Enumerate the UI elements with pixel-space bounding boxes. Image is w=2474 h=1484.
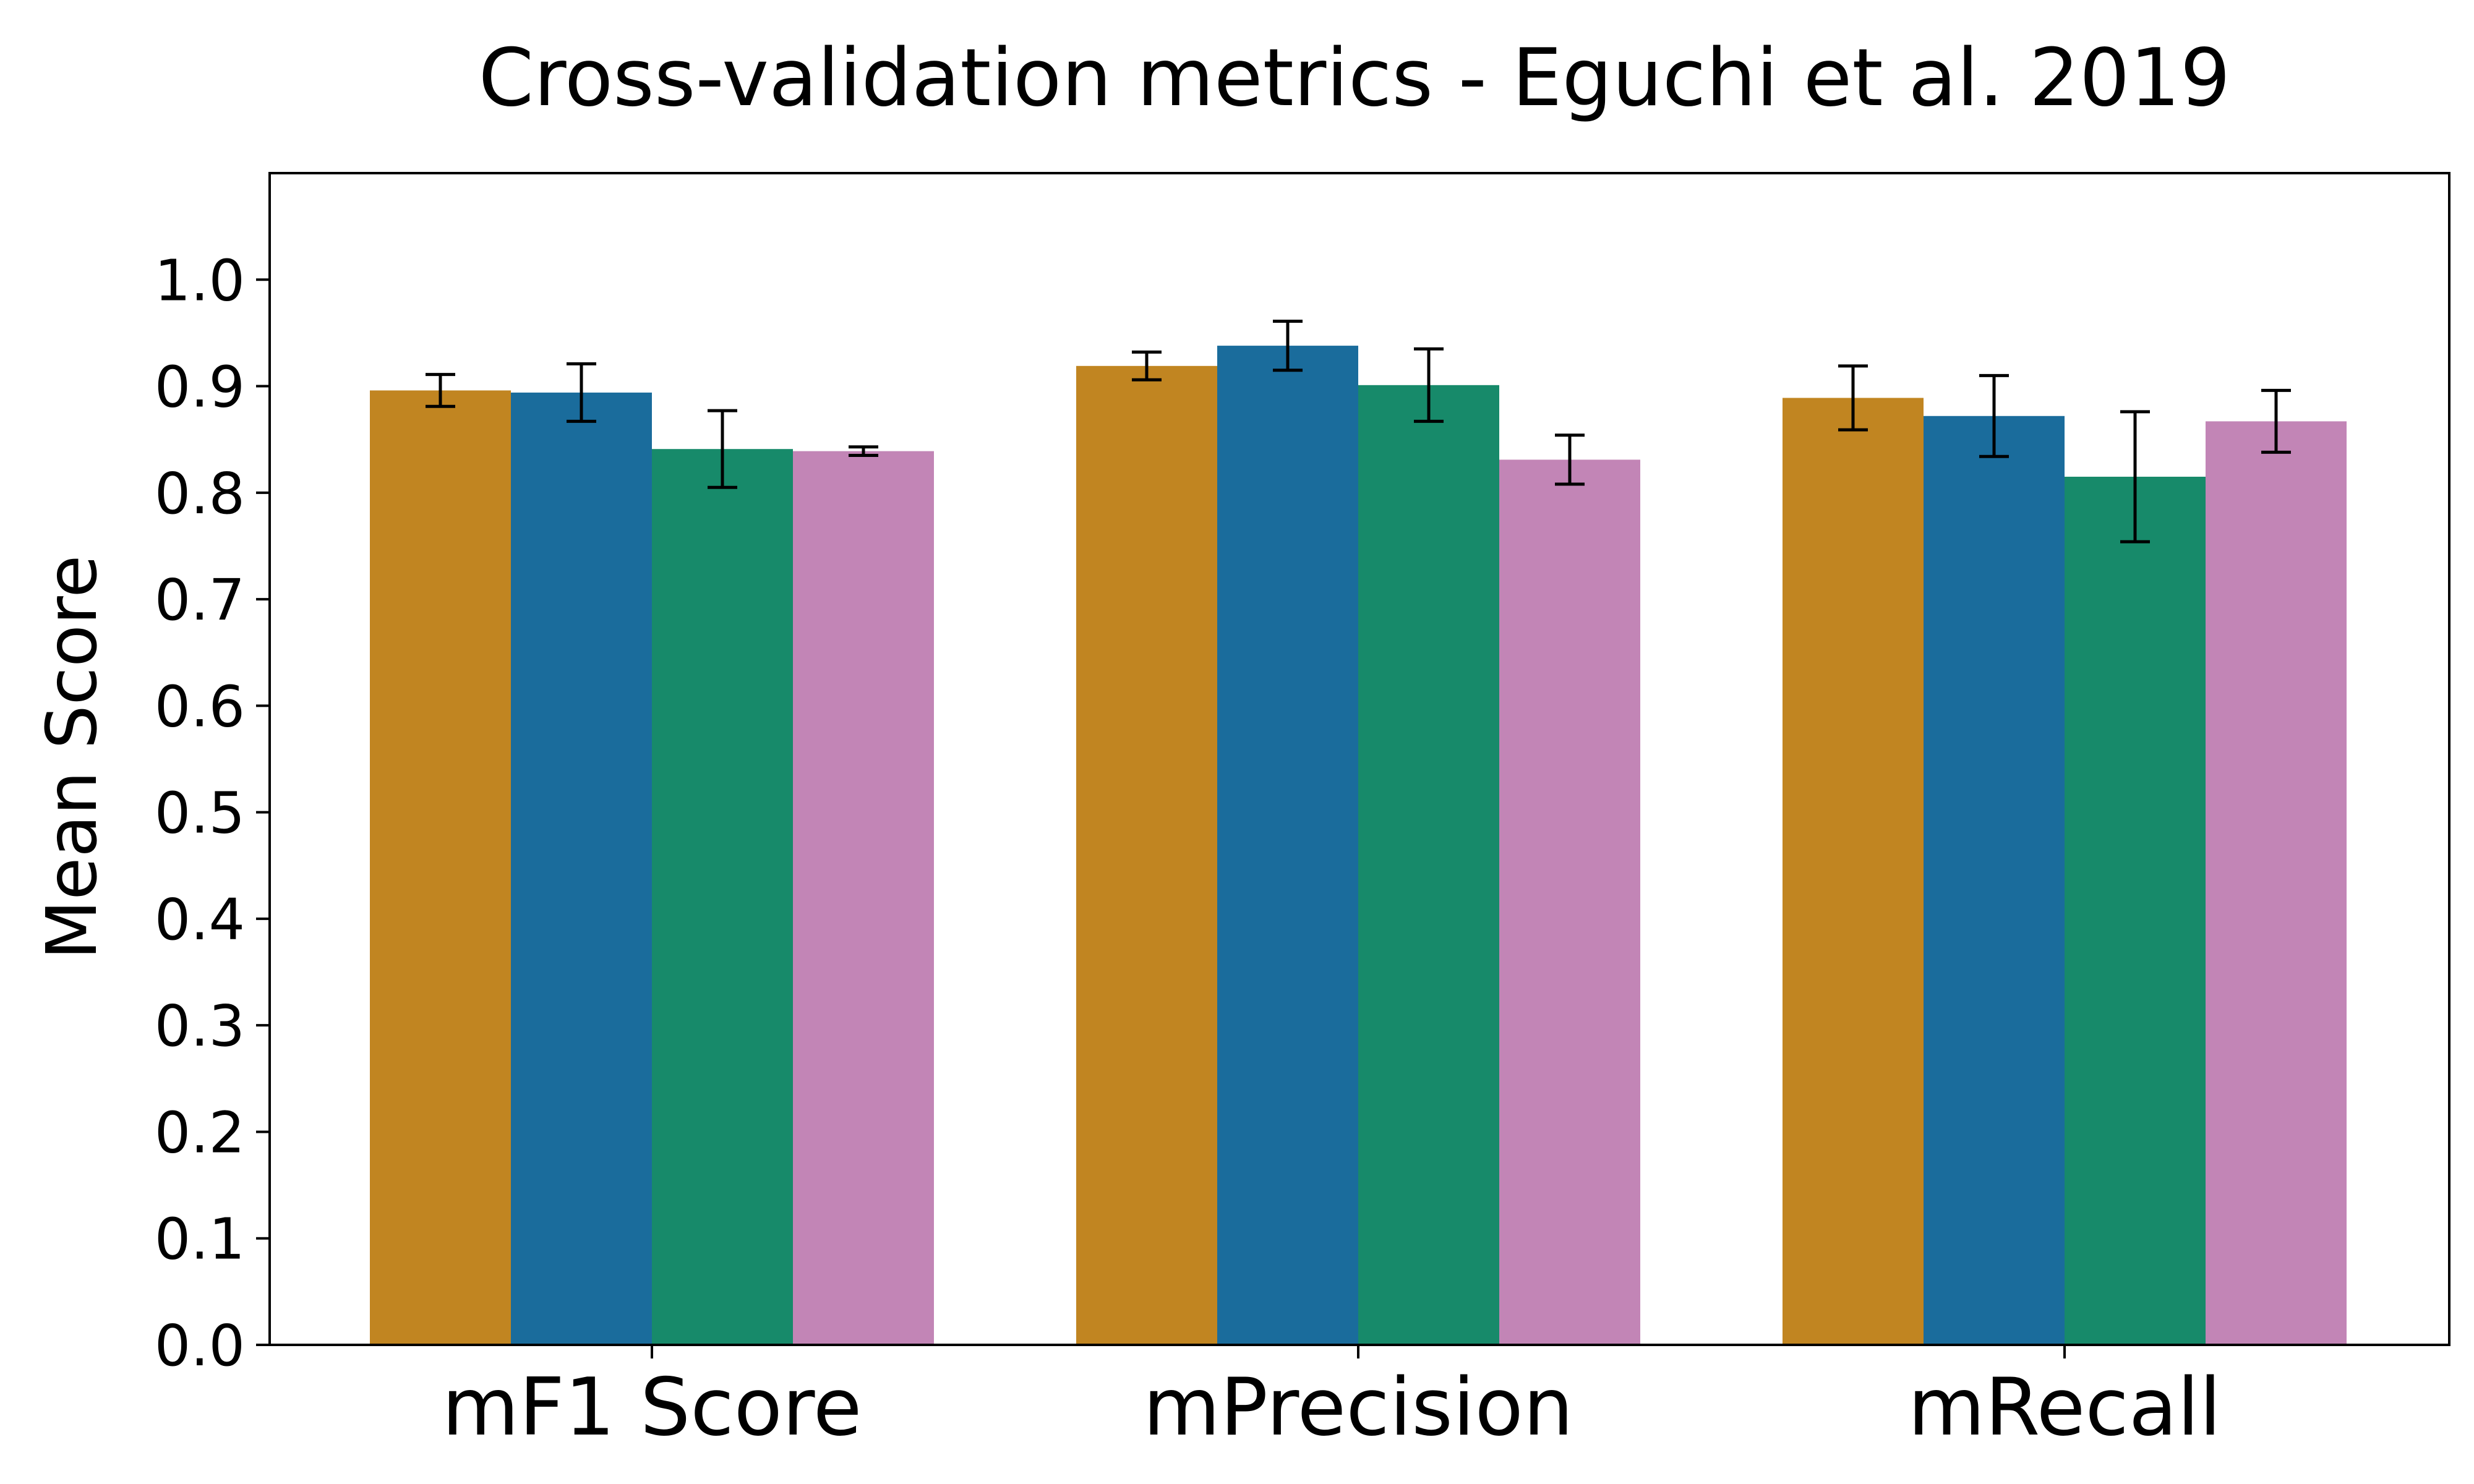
y-tick-label: 0.4: [155, 887, 245, 953]
error-bar-mrecall-series-1: [1838, 364, 1868, 432]
bars-layer: [370, 346, 2347, 1345]
y-axis-label: Mean Score: [32, 555, 113, 960]
x-tick-label: mF1 Score: [442, 1362, 862, 1454]
error-bar-mprecision-series-1: [1132, 350, 1162, 382]
error-bar-mprecision-series-4: [1555, 433, 1585, 486]
chart-title: Cross-validation metrics - Eguchi et al.…: [479, 32, 2231, 124]
y-tick-label: 0.5: [155, 780, 245, 846]
y-axis-ticks: 0.0 0.1 0.2 0.3 0.4 0.5 0.6 0.7 0.8 0.9 1.0: [155, 247, 270, 1379]
error-bar-mf1-score-series-1: [426, 373, 455, 408]
bar-mf1-score-series-4: [793, 451, 934, 1345]
bar-mprecision-series-1: [1076, 365, 1217, 1345]
bar-mf1-score-series-3: [652, 449, 793, 1345]
bar-mprecision-series-2: [1217, 346, 1358, 1345]
y-tick-label: 0.8: [155, 461, 245, 527]
error-bars-layer: [426, 319, 2291, 544]
error-bar-mrecall-series-4: [2261, 388, 2291, 454]
bar-mrecall-series-1: [1783, 398, 1924, 1345]
error-bar-mrecall-series-3: [2120, 410, 2150, 544]
bar-mrecall-series-3: [2065, 476, 2206, 1345]
y-tick-label: 0.3: [155, 993, 245, 1059]
x-axis-ticks: mF1 Score mPrecision mRecall: [442, 1345, 2222, 1454]
x-tick-label: mRecall: [1908, 1362, 2222, 1454]
error-bar-mf1-score-series-4: [849, 445, 878, 458]
y-tick-label: 0.9: [155, 354, 245, 420]
error-bar-mf1-score-series-2: [567, 362, 596, 423]
y-tick-label: 0.1: [155, 1206, 245, 1273]
bar-mrecall-series-2: [1924, 416, 2065, 1345]
x-tick-label: mPrecision: [1143, 1362, 1573, 1454]
y-tick-label: 0.6: [155, 673, 245, 740]
bar-mprecision-series-3: [1358, 385, 1499, 1345]
error-bar-mprecision-series-3: [1414, 347, 1444, 423]
bar-mprecision-series-4: [1499, 459, 1640, 1345]
error-bar-mf1-score-series-3: [708, 409, 737, 489]
bar-mf1-score-series-1: [370, 390, 511, 1345]
y-tick-label: 1.0: [155, 247, 245, 313]
y-tick-label: 0.7: [155, 567, 245, 633]
bar-mrecall-series-4: [2206, 421, 2347, 1345]
y-tick-label: 0.2: [155, 1099, 245, 1166]
bar-mf1-score-series-2: [511, 392, 652, 1345]
error-bar-mrecall-series-2: [1979, 373, 2009, 458]
y-tick-label: 0.0: [155, 1313, 245, 1379]
error-bar-mprecision-series-2: [1273, 319, 1303, 372]
